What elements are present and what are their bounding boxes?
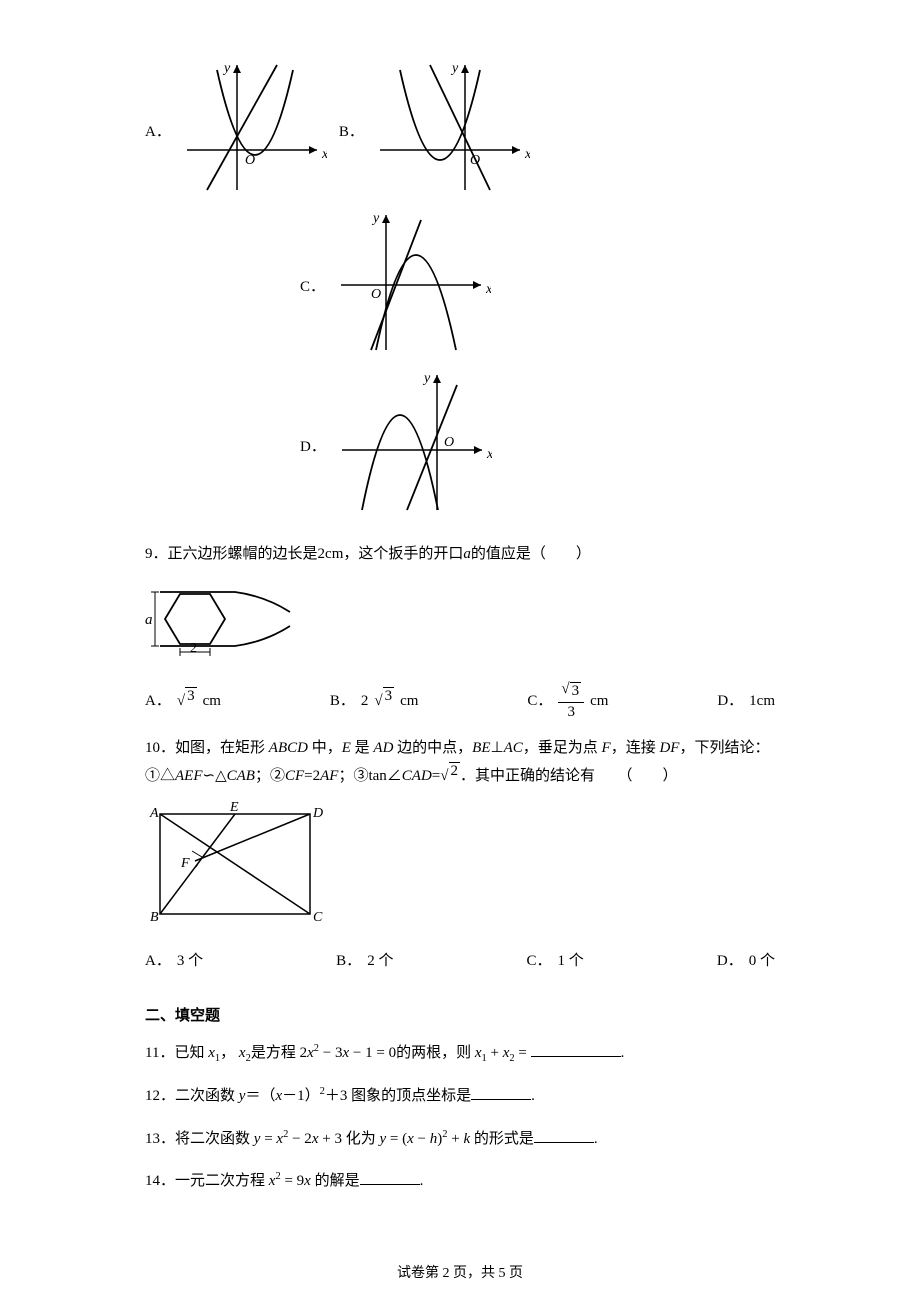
svg-text:y: y: [371, 211, 380, 226]
q8-graph-a: x y O: [177, 60, 327, 200]
svg-text:E: E: [229, 800, 239, 815]
q10-option-c: C．1 个: [527, 947, 584, 976]
q11-blank: [531, 1042, 621, 1057]
q10-option-d: D．0 个: [717, 947, 775, 976]
q9-option-d: D． 1cm: [717, 682, 775, 720]
q9-opt-b-label: B．: [330, 687, 355, 716]
svg-text:B: B: [150, 910, 159, 925]
q9-option-c: C． √33cm: [527, 682, 608, 720]
q9-fig-label-a: a: [145, 612, 153, 628]
q10-options: A．3 个 B．2 个 C．1 个 D．0 个: [145, 947, 775, 976]
q10: 10．如图，在矩形 ABCD 中，E 是 AD 边的中点，BE⊥AC，垂足为点 …: [145, 734, 775, 976]
q9-val1: 2cm: [318, 546, 344, 562]
q9-number: 9．: [145, 546, 168, 562]
svg-text:O: O: [444, 435, 454, 450]
svg-text:D: D: [312, 806, 323, 821]
q9-opt-d-label: D．: [717, 687, 743, 716]
q11: 11．已知 x1， x2是方程 2x2 − 3x − 1 = 0的两根，则 x1…: [145, 1039, 775, 1069]
q9-option-b: B． 2√3cm: [330, 682, 419, 720]
svg-text:C: C: [313, 910, 323, 925]
svg-text:y: y: [222, 61, 231, 76]
q8-graph-b: x y O: [370, 60, 530, 200]
svg-text:x: x: [321, 147, 327, 162]
svg-text:O: O: [371, 287, 381, 302]
q10-option-a: A．3 个: [145, 947, 203, 976]
section-2-title: 二、填空题: [145, 1004, 775, 1025]
q8-graph-d: x y O: [332, 370, 492, 520]
svg-text:F: F: [180, 856, 190, 871]
q8-options: A． x y O B． x y O C．: [145, 60, 775, 520]
q9-fig-label-2: 2: [190, 641, 197, 656]
q9: 9．正六边形螺帽的边长是2cm，这个扳手的开口a的值应是（ ） a 2 A． √…: [145, 540, 775, 720]
q9-opt-c-label: C．: [527, 687, 552, 716]
svg-text:x: x: [485, 282, 491, 297]
q8-option-d-label: D．: [300, 435, 326, 456]
q8-row-d: D． x y O: [300, 370, 775, 520]
q8-row-c: C． x y O: [300, 210, 775, 360]
q9-options: A． √3cm B． 2√3cm C． √33cm D． 1cm: [145, 682, 775, 720]
q8-option-a-label: A．: [145, 120, 171, 141]
q13-blank: [534, 1128, 594, 1143]
q9-opt-a-label: A．: [145, 687, 171, 716]
q8-graph-c: x y O: [331, 210, 491, 360]
q9-option-a: A． √3cm: [145, 682, 221, 720]
q10-figure: A D B C E F: [145, 799, 775, 940]
q9-figure: a 2: [145, 574, 775, 675]
q10-option-b: B．2 个: [336, 947, 393, 976]
q8-row-ab: A． x y O B． x y O: [145, 60, 775, 200]
svg-text:y: y: [422, 371, 431, 386]
q9-text-after: 的值应是（ ）: [471, 546, 591, 562]
q12-blank: [471, 1085, 531, 1100]
svg-text:A: A: [149, 806, 159, 821]
q9-var: a: [463, 546, 471, 562]
q12: 12．二次函数 y＝（x－1）2＋3 图象的顶点坐标是.: [145, 1082, 775, 1111]
svg-text:y: y: [450, 61, 459, 76]
svg-text:x: x: [524, 147, 530, 162]
q9-text-before: 正六边形螺帽的边长是: [168, 546, 318, 562]
q14-blank: [360, 1170, 420, 1185]
q9-text-mid: ，这个扳手的开口: [343, 546, 463, 562]
q10-number: 10．: [145, 740, 175, 756]
q13: 13．将二次函数 y = x2 − 2x + 3 化为 y = (x − h)2…: [145, 1125, 775, 1154]
q14: 14．一元二次方程 x2 = 9x 的解是.: [145, 1167, 775, 1196]
q8-option-b-label: B．: [339, 120, 364, 141]
q8-option-c-label: C．: [300, 275, 325, 296]
svg-text:x: x: [486, 447, 492, 462]
page-footer: 试卷第 2 页，共 5 页: [0, 1262, 920, 1282]
